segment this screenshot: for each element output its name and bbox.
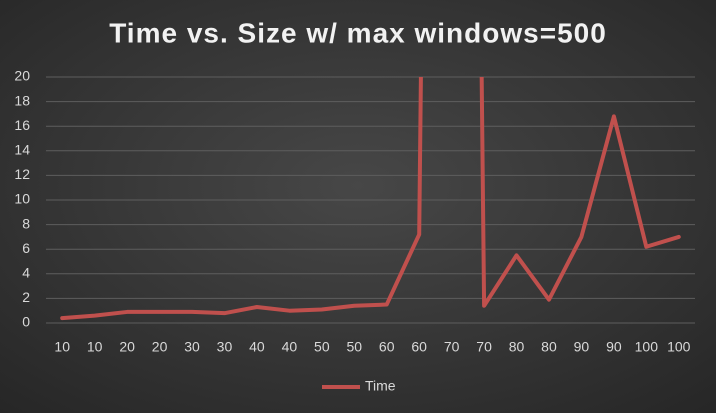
- legend-label: Time: [365, 378, 396, 394]
- y-tick-label: 8: [22, 215, 30, 231]
- chart-title: Time vs. Size w/ max windows=500: [109, 17, 607, 48]
- x-tick-label: 50: [346, 339, 362, 355]
- y-tick-label: 6: [22, 240, 30, 256]
- y-tick-label: 20: [14, 68, 30, 84]
- y-tick-label: 16: [14, 117, 30, 133]
- x-tick-label: 40: [282, 339, 298, 355]
- y-tick-label: 0: [22, 314, 30, 330]
- x-tick-label: 100: [635, 339, 659, 355]
- x-tick-label: 30: [184, 339, 200, 355]
- x-tick-label: 10: [54, 339, 70, 355]
- x-tick-label: 50: [314, 339, 330, 355]
- x-tick-label: 70: [476, 339, 492, 355]
- x-tick-label: 60: [411, 339, 427, 355]
- x-tick-label: 30: [217, 339, 233, 355]
- y-tick-label: 12: [14, 166, 30, 182]
- y-tick-label: 2: [22, 289, 30, 305]
- data-line: [60, 77, 681, 321]
- x-tick-label: 20: [152, 339, 168, 355]
- x-tick-label: 10: [87, 339, 103, 355]
- x-tick-label: 100: [667, 339, 691, 355]
- y-tick-label: 4: [22, 265, 30, 281]
- y-tick-label: 18: [14, 92, 30, 108]
- x-tick-label: 60: [379, 339, 395, 355]
- y-tick-label: 10: [14, 191, 30, 207]
- x-tick-label: 90: [574, 339, 590, 355]
- x-tick-label: 90: [606, 339, 622, 355]
- x-tick-label: 70: [444, 339, 460, 355]
- x-tick-label: 20: [119, 339, 135, 355]
- x-tick-label: 80: [541, 339, 557, 355]
- y-tick-label: 14: [14, 142, 30, 158]
- x-tick-label: 80: [509, 339, 525, 355]
- x-tick-label: 40: [249, 339, 265, 355]
